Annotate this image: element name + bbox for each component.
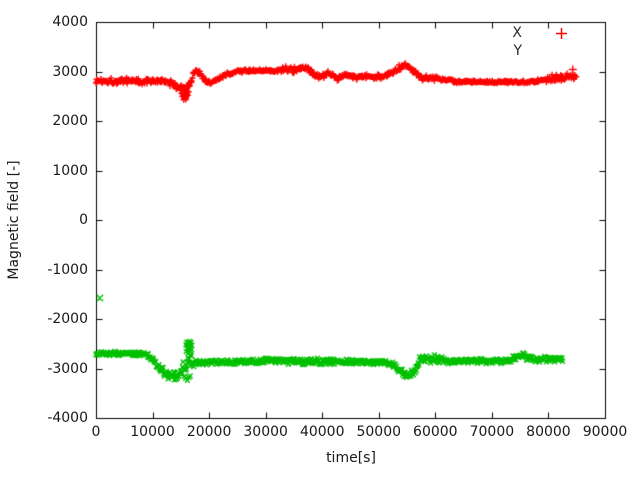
- y-tick-label: 1000: [52, 162, 88, 179]
- y-tick-label: -2000: [47, 311, 88, 327]
- legend-label-x: X: [512, 25, 522, 41]
- x-tick-label: 50000: [356, 424, 402, 440]
- x-axis-title: time[s]: [326, 450, 376, 466]
- y-tick-label: -1000: [47, 261, 88, 278]
- x-tick-label: 0: [91, 424, 101, 440]
- legend-label-y: Y: [513, 43, 522, 59]
- y-tick-label: -3000: [47, 360, 88, 377]
- x-tick-label: 60000: [413, 424, 458, 440]
- x-tick-label: 80000: [526, 424, 571, 440]
- y-tick-label: 3000: [52, 63, 88, 80]
- legend: X Y: [490, 24, 602, 60]
- x-tick-label: 30000: [243, 424, 288, 440]
- y-tick-label: 4000: [52, 14, 88, 30]
- x-tick-label: 10000: [130, 424, 175, 440]
- x-tick-label: 90000: [582, 424, 628, 440]
- y-tick-label: 0: [79, 212, 88, 228]
- x-tick-label: 70000: [469, 424, 515, 440]
- x-tick-label: 40000: [299, 424, 345, 440]
- legend-entry-y: Y: [490, 42, 602, 60]
- legend-entry-x: X: [490, 24, 602, 42]
- y-tick-label: -4000: [47, 410, 88, 426]
- legend-marker-x-plus-icon: [522, 27, 600, 40]
- y-axis-title: Magnetic field [-]: [6, 160, 22, 280]
- y-tick-label: 2000: [52, 113, 88, 129]
- x-tick-label: 20000: [186, 424, 232, 440]
